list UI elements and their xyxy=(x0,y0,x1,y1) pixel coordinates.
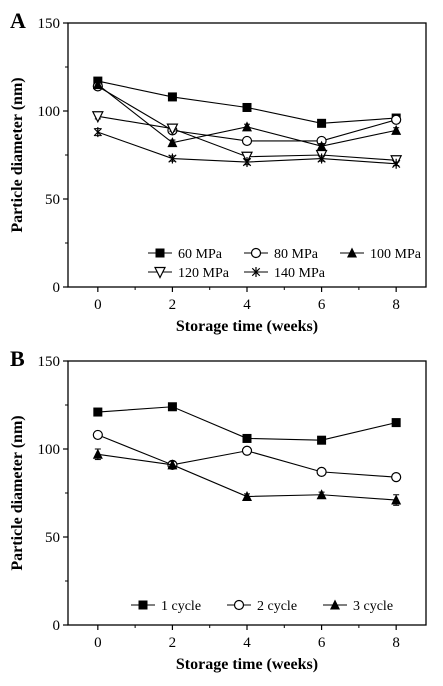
legend-label: 140 MPa xyxy=(274,266,326,281)
panel-letter: B xyxy=(10,346,25,371)
data-point xyxy=(391,418,401,428)
legend-item: 60 MPa xyxy=(148,247,223,262)
legend-label: 1 cycle xyxy=(161,599,201,614)
legend-marker xyxy=(154,266,166,279)
data-point xyxy=(167,402,177,412)
marker-stroke xyxy=(242,157,252,167)
marker-stroke xyxy=(251,267,261,277)
x-tick-label: 8 xyxy=(392,297,400,313)
marker-stroke xyxy=(391,159,401,168)
data-point xyxy=(93,407,103,417)
x-tick-label: 4 xyxy=(243,297,251,313)
data-point xyxy=(92,429,103,441)
series-line xyxy=(97,80,397,124)
x-tick-label: 6 xyxy=(318,635,326,651)
data-point xyxy=(317,435,327,445)
y-tick-label: 0 xyxy=(53,618,61,634)
data-point xyxy=(168,153,177,164)
y-tick-label: 50 xyxy=(45,192,60,208)
x-tick-label: 0 xyxy=(94,635,102,651)
data-point xyxy=(242,121,252,132)
legend-item: 2 cycle xyxy=(227,599,297,614)
data-point xyxy=(316,466,327,477)
data-point xyxy=(391,124,402,135)
legend-item: 120 MPa xyxy=(148,266,230,281)
x-tick-label: 4 xyxy=(243,635,251,651)
data-point xyxy=(91,111,104,124)
y-tick-label: 150 xyxy=(38,16,61,32)
data-point xyxy=(92,79,103,90)
data-point xyxy=(391,472,402,483)
panel-letter: A xyxy=(10,8,26,33)
data-point xyxy=(242,491,252,502)
data-point xyxy=(167,459,178,470)
x-tick-label: 2 xyxy=(169,635,177,651)
data-point xyxy=(242,157,252,168)
legend-marker xyxy=(233,599,245,611)
legend-marker xyxy=(155,248,165,258)
x-tick-label: 2 xyxy=(169,297,177,313)
y-axis-label: Particle diameter (nm) xyxy=(9,415,26,570)
legend-label: 120 MPa xyxy=(178,266,230,281)
y-tick-label: 150 xyxy=(38,354,61,370)
series-80-mpa xyxy=(92,81,402,147)
legend: 1 cycle 2 cycle 3 cycle xyxy=(131,599,393,614)
marker-stroke xyxy=(317,154,326,163)
y-tick-label: 0 xyxy=(53,280,61,296)
data-point xyxy=(167,137,178,148)
legend-marker xyxy=(250,247,262,259)
series-60-mpa xyxy=(93,76,401,128)
series-140-mpa xyxy=(93,127,401,169)
legend-marker xyxy=(251,267,261,277)
legend-item: 1 cycle xyxy=(131,599,201,614)
data-point xyxy=(93,127,103,138)
y-axis-label: Particle diameter (nm) xyxy=(9,77,26,232)
data-point xyxy=(316,140,327,151)
data-point xyxy=(391,114,402,125)
data-point xyxy=(167,92,177,102)
x-axis-label: Storage time (weeks) xyxy=(176,656,318,673)
legend-item: 140 MPa xyxy=(244,266,326,281)
data-point xyxy=(242,433,252,443)
legend-item: 80 MPa xyxy=(244,247,319,262)
legend: 60 MPa 80 MPa 100 MPa 120 MPa 140 MPa xyxy=(148,247,422,281)
data-point xyxy=(92,448,103,459)
legend-item: 3 cycle xyxy=(323,599,393,614)
legend-marker xyxy=(138,600,148,610)
panel-b: B 0 2 4 6 8 0 50 100 150 Storage time (weeks) Parti… xyxy=(9,346,427,673)
data-point xyxy=(317,118,327,128)
x-tick-label: 0 xyxy=(94,297,102,313)
legend-label: 3 cycle xyxy=(353,599,393,614)
x-tick-label: 6 xyxy=(318,297,326,313)
legend-marker xyxy=(347,247,357,258)
marker-stroke xyxy=(93,127,103,137)
series-3-cycle xyxy=(92,448,402,506)
y-tick-label: 50 xyxy=(45,530,60,546)
series-line xyxy=(97,85,397,142)
legend-label: 100 MPa xyxy=(370,247,422,262)
x-axis-label: Storage time (weeks) xyxy=(176,318,318,335)
data-point xyxy=(241,445,253,456)
data-point xyxy=(391,494,402,505)
x-tick-label: 8 xyxy=(392,635,400,651)
legend-item: 100 MPa xyxy=(340,247,422,262)
y-tick-label: 100 xyxy=(38,442,61,458)
data-point xyxy=(166,123,179,136)
legend-label: 2 cycle xyxy=(257,599,297,614)
data-point xyxy=(242,102,252,112)
data-point xyxy=(316,489,327,500)
legend-marker xyxy=(330,599,340,610)
legend-label: 60 MPa xyxy=(178,247,223,262)
series-1-cycle xyxy=(93,402,401,445)
legend-label: 80 MPa xyxy=(274,247,319,262)
data-point xyxy=(391,158,401,169)
series-100-mpa xyxy=(92,79,402,151)
panel-a: A 0 2 4 6 8 0 50 100 150 Storage time (weeks) Parti… xyxy=(9,8,427,335)
data-point xyxy=(317,153,326,164)
y-tick-label: 100 xyxy=(38,104,61,120)
marker-stroke xyxy=(168,154,177,163)
data-point xyxy=(241,135,253,147)
